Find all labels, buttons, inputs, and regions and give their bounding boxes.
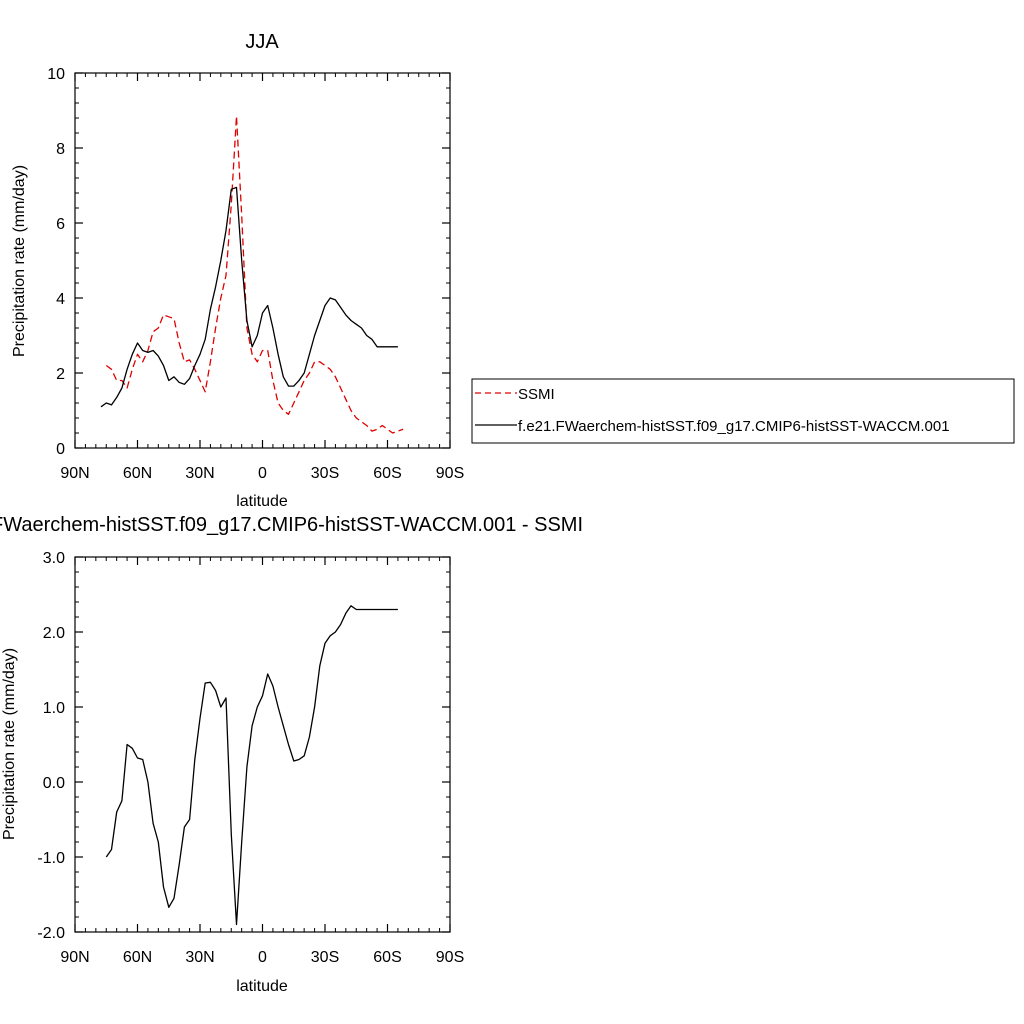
- top-chart-xlabel: latitude: [236, 493, 288, 510]
- top-series-line-ssmi: [105, 115, 404, 434]
- bottom-y-tick-label: 0.0: [43, 775, 65, 792]
- top-x-tick-label: 0: [258, 465, 267, 482]
- bottom-y-tick-label: 2.0: [43, 625, 65, 642]
- top-y-tick-label: 4: [56, 291, 65, 308]
- top-x-tick-label: 30N: [185, 465, 214, 482]
- top-x-tick-label: 30S: [311, 465, 339, 482]
- top-y-tick-label: 10: [47, 66, 65, 83]
- top-x-tick-label: 60S: [373, 465, 401, 482]
- bottom-y-tick-label: 1.0: [43, 700, 65, 717]
- top-x-tick-label: 90N: [60, 465, 89, 482]
- bottom-y-tick-label: -2.0: [37, 925, 65, 942]
- bottom-x-tick-label: 0: [258, 949, 267, 966]
- bottom-x-tick-label: 30N: [185, 949, 214, 966]
- legend-box: [471, 378, 1015, 444]
- bottom-chart-title: f.e21.FWaerchem-histSST.f09_g17.CMIP6-hi…: [0, 514, 583, 536]
- bottom-x-tick-label: 60N: [123, 949, 152, 966]
- bottom-chart-xlabel: latitude: [236, 978, 288, 995]
- top-y-tick-label: 8: [56, 141, 65, 158]
- top-y-tick-label: 6: [56, 216, 65, 233]
- top-y-tick-label: 2: [56, 366, 65, 383]
- bottom-x-tick-label: 90S: [436, 949, 464, 966]
- legend-label-model: f.e21.FWaerchem-histSST.f09_g17.CMIP6-hi…: [518, 418, 950, 435]
- bottom-y-tick-label: 3.0: [43, 550, 65, 567]
- top-series-line-model: [100, 186, 398, 408]
- bottom-x-tick-label: 90N: [60, 949, 89, 966]
- top-plot-frame: [74, 72, 451, 449]
- bottom-y-tick-label: -1.0: [37, 850, 65, 867]
- bottom-series-line-difference: [105, 605, 398, 926]
- top-chart-panel: JJA Precipitation rate (mm/day) latitude…: [11, 31, 464, 510]
- top-chart-title: JJA: [245, 31, 279, 53]
- bottom-x-tick-label: 30S: [311, 949, 339, 966]
- legend-label-ssmi: SSMI: [518, 386, 555, 403]
- bottom-chart-panel: f.e21.FWaerchem-histSST.f09_g17.CMIP6-hi…: [0, 514, 583, 995]
- bottom-x-tick-label: 60S: [373, 949, 401, 966]
- legend: SSMI f.e21.FWaerchem-histSST.f09_g17.CMI…: [471, 378, 1015, 444]
- top-x-tick-label: 60N: [123, 465, 152, 482]
- top-x-tick-label: 90S: [436, 465, 464, 482]
- bottom-chart-ylabel: Precipitation rate (mm/day): [1, 648, 18, 840]
- top-chart-ylabel: Precipitation rate (mm/day): [11, 165, 28, 357]
- bottom-plot-frame: [74, 556, 451, 933]
- top-y-tick-label: 0: [56, 441, 65, 458]
